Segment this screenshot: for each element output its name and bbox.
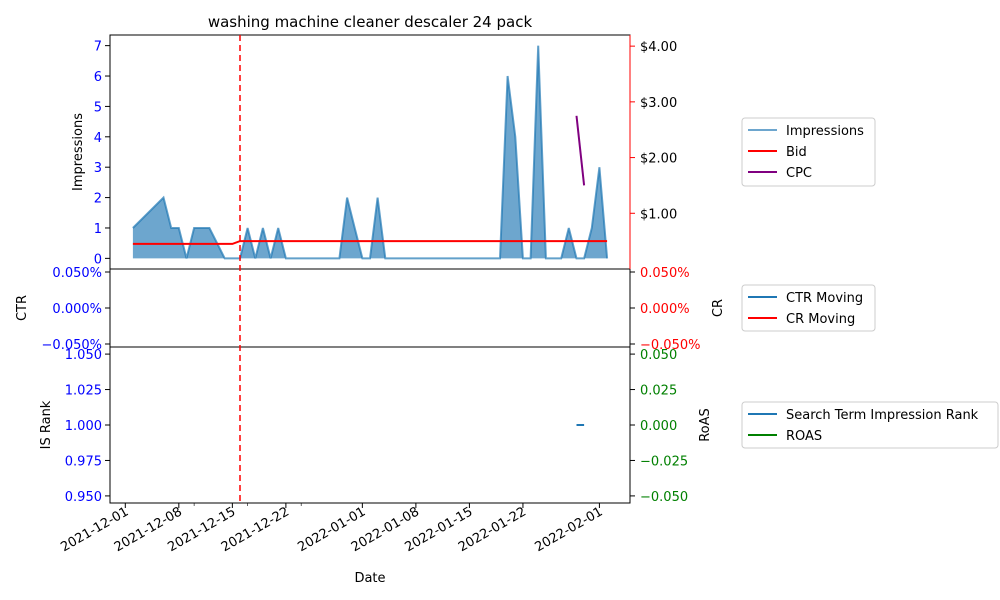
- bot-right-tick-label: −0.025: [640, 454, 688, 469]
- mid-left-tick-label: 0.050%: [52, 266, 102, 281]
- top-left-tick-label: 6: [94, 70, 102, 85]
- mid-right-tick-label: 0.050%: [640, 266, 690, 281]
- bot-left-tick-label: 1.025: [65, 384, 102, 399]
- top-left-tick-label: 5: [94, 100, 102, 115]
- x-tick-label: 2022-02-01: [532, 504, 605, 555]
- top-left-tick-label: 7: [94, 40, 102, 55]
- mid-right-tick-label: 0.000%: [640, 302, 690, 317]
- mid-left-tick-label: 0.000%: [52, 302, 102, 317]
- legend-top-box: [741, 117, 876, 187]
- tick-layer: 0 1 2 3 4 5 6 7 $1.00 $2.00 $3.00 $4.00 0.050% 0.000%…: [42, 40, 701, 556]
- bot-left-tick-label: 0.950: [65, 490, 102, 505]
- legend-rank-label: Search Term Impression Rank: [786, 408, 979, 423]
- middle-panel-frame: [109, 268, 631, 348]
- top-panel-frame: [109, 34, 631, 270]
- legend-bottom-box: [741, 401, 999, 449]
- legend-roas-label: ROAS: [786, 429, 822, 444]
- y-label-roas: RoAS: [698, 408, 713, 442]
- mid-right-tick-label: −0.050%: [640, 338, 700, 353]
- legend-cpc-label: CPC: [786, 166, 812, 181]
- bot-right-tick-label: 0.000: [640, 419, 677, 434]
- top-left-tick-label: 2: [94, 192, 102, 207]
- mid-left-tick-label: −0.050%: [42, 338, 102, 353]
- legend-ctr-label: CTR Moving: [786, 291, 863, 306]
- bot-left-tick-label: 1.050: [65, 348, 102, 363]
- top-left-tick-label: 0: [94, 252, 102, 267]
- impressions-area: [132, 45, 608, 259]
- cpc-line: [575, 115, 586, 186]
- bot-right-tick-label: 0.025: [640, 384, 677, 399]
- top-left-tick-label: 4: [94, 131, 102, 146]
- x-label-date: Date: [354, 571, 385, 586]
- chart-title: washing machine cleaner descaler 24 pack: [208, 13, 533, 31]
- bot-right-tick-label: 0.050: [640, 348, 677, 363]
- impressions-line: [132, 45, 609, 260]
- top-right-tick-label: $4.00: [640, 40, 677, 55]
- y-label-ctr: CTR: [15, 295, 30, 321]
- series-layer: [132, 35, 609, 503]
- legend-middle: CTR Moving CR Moving: [741, 284, 876, 332]
- legend-impressions-label: Impressions: [786, 124, 864, 139]
- y-label-cr: CR: [711, 299, 726, 317]
- legend-cr-label: CR Moving: [786, 312, 855, 327]
- legend-bottom: Search Term Impression Rank ROAS: [741, 401, 999, 449]
- bot-left-tick-label: 1.000: [65, 419, 102, 434]
- bid-line: [132, 240, 608, 245]
- legend-top: Impressions Bid CPC: [741, 117, 876, 187]
- y-label-impressions: Impressions: [71, 113, 86, 191]
- top-right-tick-label: $2.00: [640, 152, 677, 167]
- y-label-is-rank: IS Rank: [39, 400, 54, 449]
- bot-right-tick-label: −0.050: [640, 490, 688, 505]
- top-right-tick-label: $1.00: [640, 207, 677, 222]
- top-left-tick-label: 1: [94, 222, 102, 237]
- top-left-tick-label: 3: [94, 161, 102, 176]
- bottom-panel-frame: [109, 346, 631, 504]
- legend-bid-label: Bid: [786, 145, 807, 160]
- top-right-tick-label: $3.00: [640, 96, 677, 111]
- bot-left-tick-label: 0.975: [65, 454, 102, 469]
